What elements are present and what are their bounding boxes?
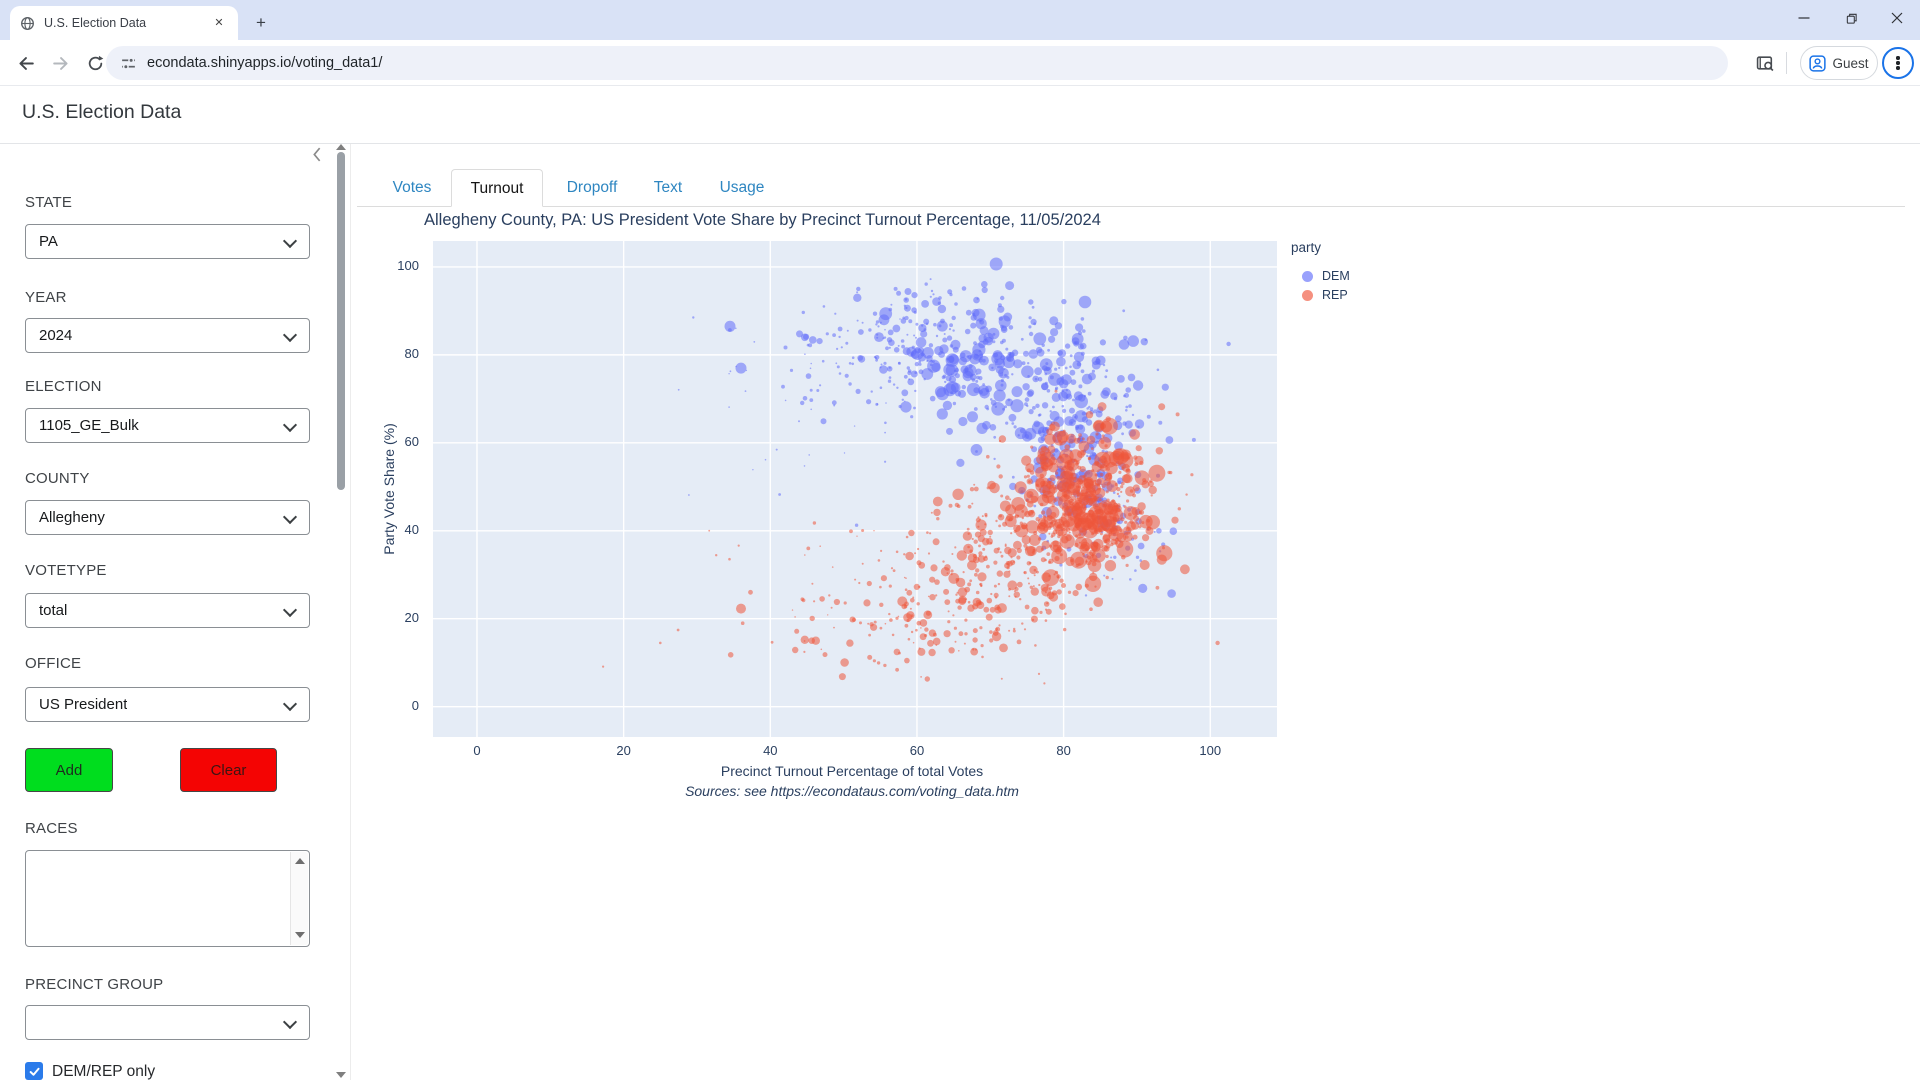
tabbar-underline xyxy=(357,206,1905,207)
county-label: COUNTY xyxy=(25,470,90,487)
legend-item-dem[interactable]: DEM xyxy=(1302,269,1350,283)
legend-item-rep[interactable]: REP xyxy=(1302,288,1348,302)
tab-usage[interactable]: Usage xyxy=(719,179,765,196)
sidebar-border xyxy=(350,144,351,1080)
page-title: U.S. Election Data xyxy=(22,101,182,123)
races-label: RACES xyxy=(25,820,78,837)
demrep-only-checkbox[interactable] xyxy=(25,1062,43,1080)
sidebar-collapse-button[interactable] xyxy=(311,146,329,164)
tab-close-icon[interactable]: ✕ xyxy=(214,17,224,29)
state-label: STATE xyxy=(25,194,73,211)
globe-favicon-icon xyxy=(21,16,34,30)
year-select[interactable]: 2024 xyxy=(25,318,310,353)
tab-votes[interactable]: Votes xyxy=(392,179,432,196)
races-listbox[interactable] xyxy=(25,850,310,947)
chart-source-caption: Sources: see https://econdataus.com/voti… xyxy=(685,783,1019,799)
chevron-down-icon xyxy=(282,509,298,525)
legend-title: party xyxy=(1291,240,1322,255)
header-divider xyxy=(0,143,1920,144)
dem-dot-icon xyxy=(1302,270,1313,282)
window-minimize-button[interactable] xyxy=(1781,0,1827,36)
profile-person-icon xyxy=(1809,54,1827,72)
scroll-down-icon[interactable] xyxy=(336,1072,346,1078)
scroll-down-icon[interactable] xyxy=(294,932,305,938)
chevron-down-icon xyxy=(282,1014,298,1030)
guest-label: Guest xyxy=(1832,55,1869,71)
add-button[interactable]: Add xyxy=(25,748,113,792)
clear-button[interactable]: Clear xyxy=(180,748,277,792)
browser-tab[interactable]: U.S. Election Data ✕ xyxy=(10,6,238,40)
forward-button[interactable] xyxy=(43,46,77,80)
votetype-select[interactable]: total xyxy=(25,593,310,628)
window-restore-button[interactable] xyxy=(1828,0,1874,36)
chevron-down-icon xyxy=(282,327,298,343)
precinct-group-label: PRECINCT GROUP xyxy=(25,976,164,993)
kebab-menu-icon xyxy=(1896,55,1900,72)
tab-title: U.S. Election Data xyxy=(44,16,147,30)
chevron-left-icon xyxy=(313,147,321,162)
back-button[interactable] xyxy=(9,46,43,80)
election-label: ELECTION xyxy=(25,378,102,395)
chart-title: Allegheny County, PA: US President Vote … xyxy=(424,211,1101,229)
tab-turnout[interactable]: Turnout xyxy=(451,169,543,207)
tab-dropoff[interactable]: Dropoff xyxy=(566,179,618,196)
state-select[interactable]: PA xyxy=(25,224,310,259)
sidebar-scrollbar[interactable] xyxy=(336,144,346,1080)
window-close-button[interactable] xyxy=(1874,0,1920,36)
chevron-down-icon xyxy=(282,696,298,712)
rep-dot-icon xyxy=(1302,289,1313,301)
demrep-only-label: DEM/REP only xyxy=(52,1063,156,1080)
chevron-down-icon xyxy=(282,602,298,618)
guest-profile-button[interactable]: Guest xyxy=(1800,46,1878,80)
office-select[interactable]: US President xyxy=(25,687,310,722)
url-text: econdata.shinyapps.io/voting_data1/ xyxy=(147,55,383,71)
reader-mode-icon[interactable] xyxy=(1748,46,1782,80)
browser-tabstrip: U.S. Election Data ✕ + xyxy=(0,0,1920,40)
year-label: YEAR xyxy=(25,289,67,306)
county-select[interactable]: Allegheny xyxy=(25,500,310,535)
election-select[interactable]: 1105_GE_Bulk xyxy=(25,408,310,443)
chevron-down-icon xyxy=(282,417,298,433)
scroll-up-icon[interactable] xyxy=(336,144,346,150)
toolbar-separator xyxy=(1786,52,1787,74)
precinct-group-select[interactable] xyxy=(25,1005,310,1040)
votetype-label: VOTETYPE xyxy=(25,562,107,579)
checkmark-icon xyxy=(29,1067,40,1076)
races-scrollbar[interactable] xyxy=(290,852,308,945)
scrollbar-thumb[interactable] xyxy=(337,152,345,490)
y-axis-title: Party Vote Share (%) xyxy=(381,423,397,555)
site-info-tune-icon[interactable] xyxy=(120,55,137,72)
plot-canvas[interactable] xyxy=(433,241,1277,737)
chevron-down-icon xyxy=(282,233,298,249)
reload-button[interactable] xyxy=(78,46,112,80)
office-label: OFFICE xyxy=(25,655,82,672)
browser-menu-button[interactable] xyxy=(1882,47,1914,79)
scroll-up-icon[interactable] xyxy=(294,858,305,864)
new-tab-button[interactable]: + xyxy=(256,13,266,32)
url-bar[interactable]: econdata.shinyapps.io/voting_data1/ xyxy=(106,46,1728,80)
tab-text[interactable]: Text xyxy=(653,179,683,196)
x-axis-title: Precinct Turnout Percentage of total Vot… xyxy=(720,763,984,779)
